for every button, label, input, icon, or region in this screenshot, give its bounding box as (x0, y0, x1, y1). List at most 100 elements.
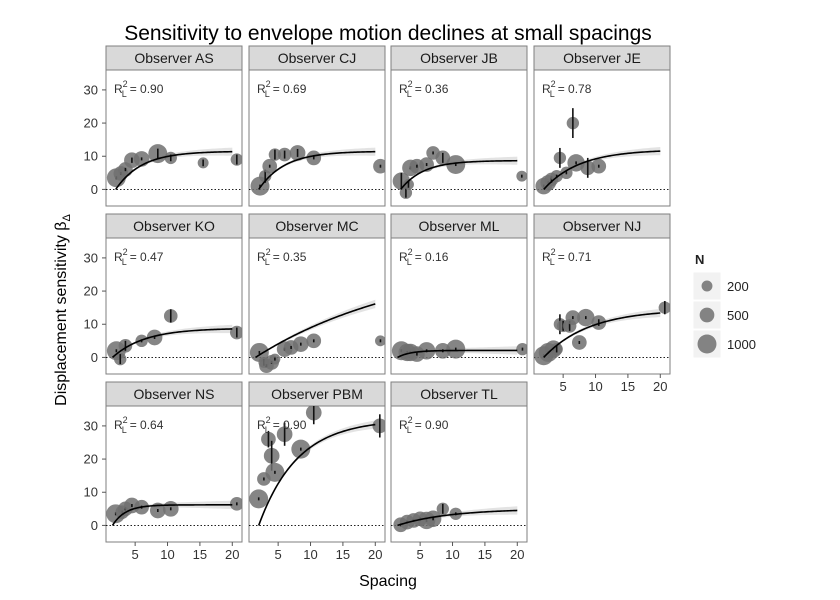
x-tick-label: 15 (193, 547, 207, 562)
r2-label: R2 L = 0.90 (114, 79, 164, 99)
r2-label: R2 L = 0.36 (399, 79, 449, 99)
panel-plot (249, 299, 385, 374)
panel-strip (533, 45, 671, 71)
panel-plot (106, 144, 242, 190)
x-tick-label: 10 (445, 547, 459, 562)
x-axis-label: Spacing (359, 573, 417, 590)
y-tick-label: 0 (91, 350, 98, 365)
panel-plot (534, 108, 670, 195)
fit-curve (111, 504, 233, 526)
y-tick-label: 20 (84, 284, 98, 299)
x-tick-label: 5 (417, 547, 424, 562)
data-point (230, 325, 242, 340)
x-tick-label: 20 (653, 379, 667, 394)
fit-curve (400, 159, 518, 190)
panel-strip-label: Observer NS (134, 386, 215, 402)
panel-strip-label: Observer JB (420, 50, 498, 66)
panel-plot (391, 339, 527, 362)
x-tick-label: 5 (275, 547, 282, 562)
fit-curve (111, 328, 233, 359)
panel-strip (390, 213, 528, 239)
panel-strip (105, 381, 243, 407)
x-tick-label: 10 (160, 547, 174, 562)
r2-label: R2 L = 0.47 (114, 247, 164, 267)
panel: Observer KO R2 L = 0.47 0 10 20 30 (84, 213, 243, 375)
fit-curve (543, 312, 661, 358)
y-axis-label-sub: Δ (61, 213, 73, 221)
x-tick-label: 5 (132, 547, 139, 562)
fit-curve (397, 509, 518, 527)
panel-strip (105, 45, 243, 71)
panel: Observer JE R2 L = 0.78 (533, 45, 671, 207)
legend-key (701, 280, 713, 292)
fit-curve (258, 150, 376, 190)
y-tick-label: 0 (91, 518, 98, 533)
x-tick-label: 15 (621, 379, 635, 394)
x-tick-label: 15 (478, 547, 492, 562)
y-tick-label: 20 (84, 116, 98, 131)
fit-curve (543, 150, 661, 190)
panel-strip-label: Observer AS (134, 50, 213, 66)
y-tick-label: 10 (84, 485, 98, 500)
fit-curve (115, 150, 233, 190)
x-tick-label: 20 (368, 547, 382, 562)
panel-strip-label: Observer KO (133, 218, 215, 234)
fit-confidence-band (112, 324, 233, 358)
legend-key (699, 307, 715, 323)
panel-strip-label: Observer NJ (563, 218, 642, 234)
panel-plot (391, 502, 527, 533)
panel-plot (249, 406, 385, 526)
panel-plot (106, 309, 242, 366)
r2-label: R2 L = 0.16 (399, 247, 449, 267)
y-tick-label: 10 (84, 149, 98, 164)
panel: Observer TL R2 L = 0.90 5 10 15 20 (390, 381, 528, 562)
panel-area (105, 69, 243, 207)
y-tick-label: 0 (91, 182, 98, 197)
size-legend: N 200 500 1000 (692, 252, 756, 359)
panel-strip-label: Observer ML (419, 218, 500, 234)
fit-curve (397, 349, 518, 359)
panel: Observer NS R2 L = 0.64 0 10 20 30 5 10 15 20 (84, 381, 243, 562)
panel-strip-label: Observer MC (275, 218, 358, 234)
panels: Observer AS R2 L = 0.90 0 10 20 30 Observer CJ R2… (84, 45, 671, 562)
legend-key (697, 334, 717, 354)
r2-label: R2 L = 0.69 (257, 79, 307, 99)
panel: Observer PBM R2 L = 0.90 5 10 15 20 (248, 381, 386, 562)
panel-area (248, 69, 386, 207)
legend-title: N (695, 252, 704, 267)
legend-label: 200 (727, 279, 749, 294)
panel-strip-label: Observer JE (563, 50, 641, 66)
data-point (372, 418, 385, 434)
panel-strip (390, 381, 528, 407)
legend-label: 500 (727, 308, 749, 323)
data-point (516, 342, 527, 356)
r2-label: R2 L = 0.90 (399, 415, 449, 435)
y-tick-label: 20 (84, 452, 98, 467)
y-tick-label: 30 (84, 250, 98, 265)
panel: Observer CJ R2 L = 0.69 (248, 45, 386, 207)
panel: Observer JB R2 L = 0.36 (390, 45, 528, 207)
panel: Observer AS R2 L = 0.90 0 10 20 30 (84, 45, 243, 207)
legend-label: 1000 (727, 337, 756, 352)
fit-curve (257, 423, 376, 526)
y-axis-label-main: Displacement sensitivity β (53, 221, 70, 405)
panel-strip-label: Observer TL (420, 386, 498, 402)
x-tick-label: 5 (560, 379, 567, 394)
data-point (373, 158, 385, 174)
panel-strip (248, 381, 386, 407)
panel-plot (391, 146, 527, 199)
x-tick-label: 15 (336, 547, 350, 562)
panel-strip-label: Observer PBM (271, 386, 363, 402)
r2-label: R2 L = 0.64 (114, 415, 164, 435)
x-tick-label: 20 (510, 547, 524, 562)
panel: Observer ML R2 L = 0.16 (390, 213, 528, 375)
y-tick-label: 30 (84, 418, 98, 433)
panel-strip-label: Observer CJ (278, 50, 357, 66)
panel: Observer MC R2 L = 0.35 (248, 213, 386, 375)
panel-plot (249, 145, 385, 196)
x-tick-label: 10 (303, 547, 317, 562)
panel-strip (390, 45, 528, 71)
r2-label: R2 L = 0.78 (542, 79, 592, 99)
panel-strip (533, 213, 671, 239)
